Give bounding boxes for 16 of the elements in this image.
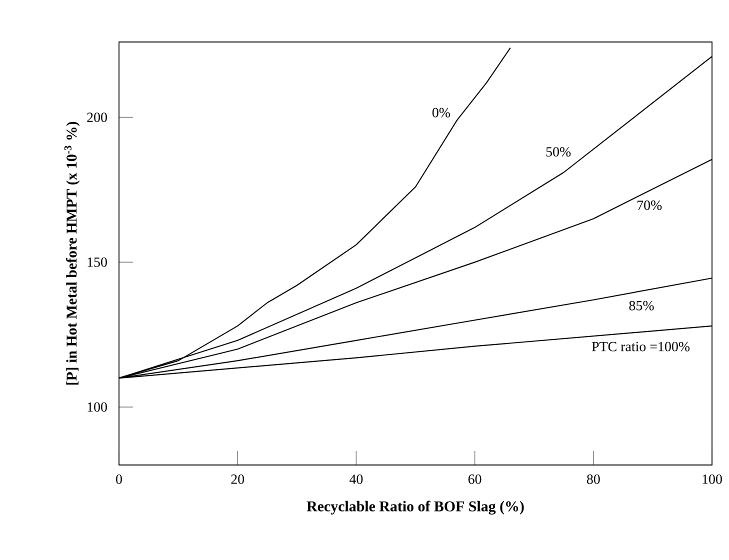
x-tick-label: 0 [116,474,122,484]
y-tick-label: 150 [88,257,107,267]
y-tick-label: 100 [88,402,107,412]
series-label: 70% [638,200,662,210]
x-tick-label: 40 [349,474,363,484]
y-axis-title: [P] in Hot Metal before HMPT (x 10$^{-3}$ %) [64,122,80,385]
x-tick-label: 20 [231,474,244,484]
series-label: 50% [546,147,571,157]
x-axis-title: Recyclable Ratio of BOF Slag (%) [306,500,524,515]
series-label: 85% [629,300,654,310]
x-tick-label: 100 [702,474,722,484]
x-tick-label: 60 [468,474,482,484]
x-tick-label: 80 [586,474,600,484]
y-tick-label: 200 [87,112,107,122]
series-label: 0% [432,108,450,118]
series-label: PTC ratio =100% [592,342,690,352]
